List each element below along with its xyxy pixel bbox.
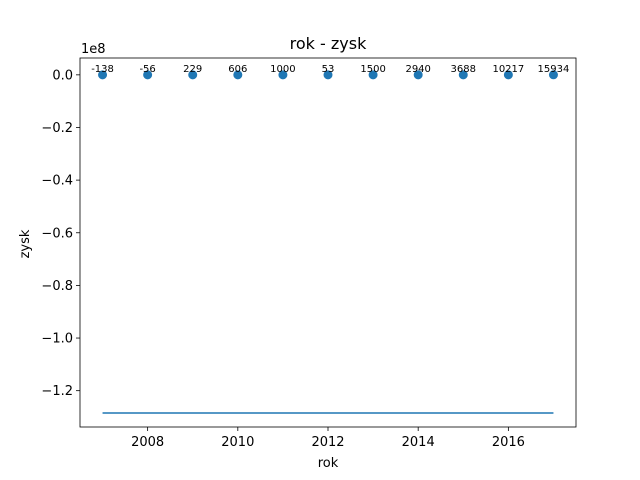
data-label: 10217 [492, 64, 524, 75]
data-point [548, 70, 558, 80]
data-point [143, 70, 153, 80]
data-label: 229 [183, 64, 202, 75]
x-tick-label: 2008 [131, 435, 164, 450]
y-axis-label: zysk [18, 229, 33, 258]
data-label: 1500 [360, 64, 385, 75]
y-offset-text: 1e8 [81, 42, 106, 57]
data-point [413, 70, 423, 80]
data-label: -56 [139, 64, 155, 75]
data-label: 15934 [538, 64, 570, 75]
x-tick-label: 2014 [402, 435, 435, 450]
y-tick-label: −1.0 [41, 332, 73, 347]
y-tick-label: −0.4 [41, 174, 73, 189]
plot-layer: -138 -56 229 606 1000 53 1500 2940 3688 10217 1593… [91, 64, 570, 414]
chart-title: rok - zysk [290, 34, 367, 53]
data-point [323, 70, 333, 80]
data-label: 2940 [405, 64, 430, 75]
data-point [368, 70, 378, 80]
x-tick-label: 2016 [492, 435, 525, 450]
x-axis-label: rok [318, 456, 339, 471]
y-tick-label: −0.6 [41, 226, 73, 241]
y-tick-label: −0.8 [41, 279, 73, 294]
y-tick-label: −0.2 [41, 121, 73, 136]
data-label: 606 [228, 64, 247, 75]
data-point [98, 70, 108, 80]
data-point [458, 70, 468, 80]
data-point [503, 70, 513, 80]
x-tick-label: 2012 [311, 435, 344, 450]
data-label: 1000 [270, 64, 295, 75]
data-label: 53 [322, 64, 335, 75]
data-label: -138 [91, 64, 114, 75]
y-tick-label: 0.0 [52, 68, 73, 83]
x-axis: 2008 2010 2012 2014 2016 [131, 427, 525, 450]
data-point [233, 70, 243, 80]
y-axis: 0.0 −0.2 −0.4 −0.6 −0.8 −1.0 −1.2 [41, 68, 80, 399]
data-point [188, 70, 198, 80]
data-point [278, 70, 288, 80]
x-tick-label: 2010 [221, 435, 254, 450]
data-label: 3688 [451, 64, 476, 75]
y-tick-label: −1.2 [41, 384, 73, 399]
